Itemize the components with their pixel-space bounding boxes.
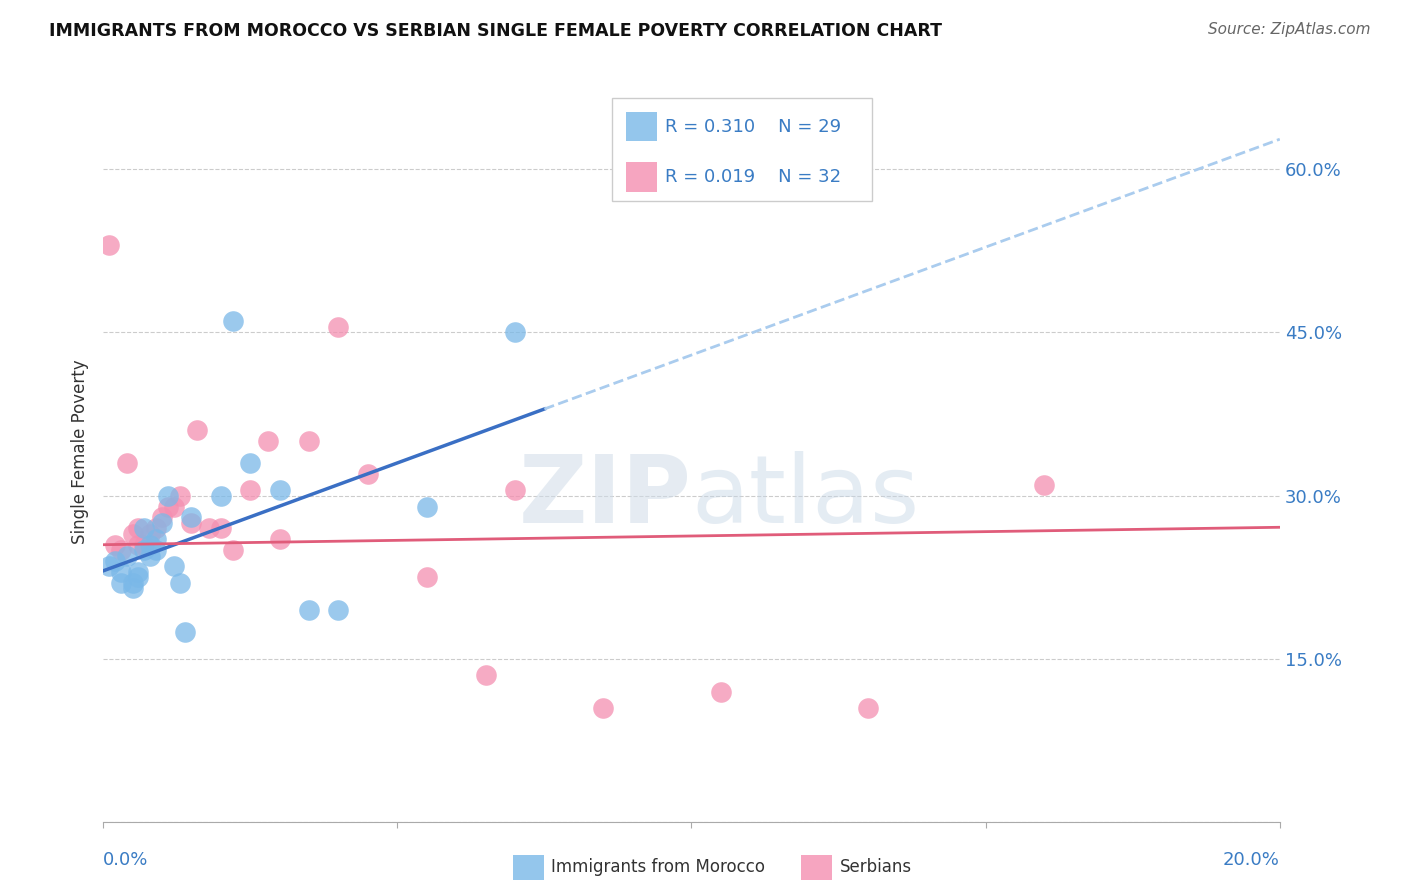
Point	[169, 575, 191, 590]
Point	[180, 516, 202, 530]
Text: 20.0%: 20.0%	[1223, 851, 1279, 869]
Point	[710, 684, 733, 698]
Point	[127, 538, 149, 552]
Point	[139, 538, 162, 552]
Point	[139, 549, 162, 563]
Point	[121, 526, 143, 541]
Point	[127, 521, 149, 535]
Point	[209, 521, 232, 535]
Point	[104, 538, 127, 552]
Point	[156, 489, 179, 503]
Point	[134, 543, 156, 558]
Point	[221, 543, 243, 558]
Point	[115, 549, 138, 563]
Point	[110, 575, 132, 590]
Point	[150, 516, 173, 530]
Point	[156, 500, 179, 514]
Point	[1033, 478, 1056, 492]
Point	[357, 467, 380, 481]
Y-axis label: Single Female Poverty: Single Female Poverty	[72, 359, 89, 544]
Point	[503, 483, 526, 498]
Point	[474, 668, 496, 682]
Text: Source: ZipAtlas.com: Source: ZipAtlas.com	[1208, 22, 1371, 37]
Text: Immigrants from Morocco: Immigrants from Morocco	[551, 858, 765, 876]
Text: 0.0%: 0.0%	[103, 851, 149, 869]
Text: R = 0.019    N = 32: R = 0.019 N = 32	[665, 168, 841, 186]
Point	[150, 510, 173, 524]
Point	[169, 489, 191, 503]
Point	[115, 456, 138, 470]
Point	[257, 434, 280, 449]
Point	[121, 581, 143, 595]
Point	[592, 701, 614, 715]
Point	[503, 326, 526, 340]
Point	[127, 570, 149, 584]
Point	[145, 521, 167, 535]
Point	[239, 483, 262, 498]
Point	[269, 533, 291, 547]
Point	[121, 575, 143, 590]
Point	[186, 423, 208, 437]
Point	[163, 559, 186, 574]
Text: atlas: atlas	[692, 450, 920, 542]
Point	[180, 510, 202, 524]
Point	[328, 319, 350, 334]
Point	[110, 543, 132, 558]
Point	[209, 489, 232, 503]
Text: IMMIGRANTS FROM MOROCCO VS SERBIAN SINGLE FEMALE POVERTY CORRELATION CHART: IMMIGRANTS FROM MOROCCO VS SERBIAN SINGL…	[49, 22, 942, 40]
Point	[269, 483, 291, 498]
Point	[174, 624, 197, 639]
Point	[221, 314, 243, 328]
Point	[98, 559, 121, 574]
Point	[328, 603, 350, 617]
Point	[145, 543, 167, 558]
Point	[239, 456, 262, 470]
Point	[145, 533, 167, 547]
Point	[415, 500, 437, 514]
Point	[110, 565, 132, 579]
Text: R = 0.310    N = 29: R = 0.310 N = 29	[665, 118, 841, 136]
Point	[298, 434, 321, 449]
Point	[127, 565, 149, 579]
Point	[298, 603, 321, 617]
Point	[856, 701, 879, 715]
Text: Serbians: Serbians	[839, 858, 911, 876]
Text: ZIP: ZIP	[519, 450, 692, 542]
Point	[134, 538, 156, 552]
Point	[415, 570, 437, 584]
Point	[134, 521, 156, 535]
Point	[163, 500, 186, 514]
Point	[104, 554, 127, 568]
Point	[139, 526, 162, 541]
Point	[98, 238, 121, 252]
Point	[198, 521, 221, 535]
